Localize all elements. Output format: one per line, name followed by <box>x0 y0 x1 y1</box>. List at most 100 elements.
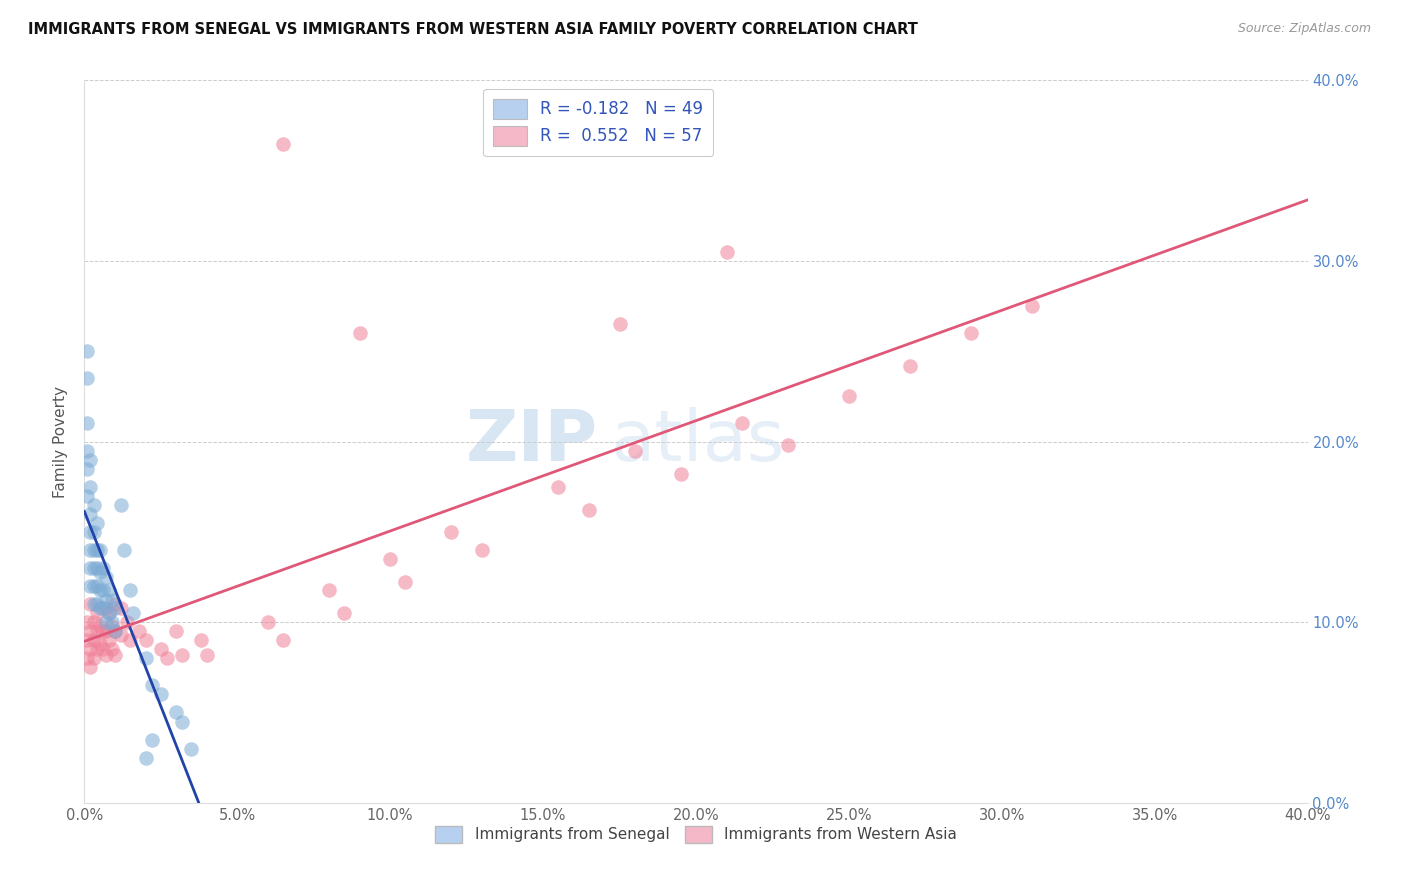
Point <box>110 628 132 642</box>
Point <box>89 637 111 651</box>
Point <box>76 615 98 630</box>
Point <box>271 633 294 648</box>
Point <box>471 542 494 557</box>
Point <box>165 706 187 720</box>
Point <box>97 633 120 648</box>
Point <box>101 615 124 630</box>
Point <box>333 606 356 620</box>
Point <box>83 542 105 557</box>
Point <box>110 498 132 512</box>
Point <box>91 624 114 639</box>
Point <box>104 624 127 639</box>
Point <box>195 648 218 662</box>
Point <box>79 642 101 657</box>
Point <box>101 593 124 607</box>
Point <box>101 642 124 657</box>
Point <box>79 579 101 593</box>
Point <box>101 619 124 633</box>
Point <box>89 542 111 557</box>
Point <box>76 344 98 359</box>
Point <box>898 359 921 373</box>
Text: atlas: atlas <box>610 407 785 476</box>
Point <box>79 452 101 467</box>
Point <box>83 579 105 593</box>
Legend: Immigrants from Senegal, Immigrants from Western Asia: Immigrants from Senegal, Immigrants from… <box>429 820 963 849</box>
Point <box>83 597 105 611</box>
Point <box>86 516 108 530</box>
Point <box>547 480 569 494</box>
Point <box>79 561 101 575</box>
Point <box>960 326 983 340</box>
Point <box>394 575 416 590</box>
Point <box>349 326 371 340</box>
Point <box>79 507 101 521</box>
Point <box>79 480 101 494</box>
Point <box>104 600 127 615</box>
Point <box>86 597 108 611</box>
Point <box>79 597 101 611</box>
Point <box>94 648 117 662</box>
Point <box>89 565 111 579</box>
Point <box>83 498 105 512</box>
Point <box>122 606 145 620</box>
Point <box>91 600 114 615</box>
Point <box>257 615 280 630</box>
Point <box>86 579 108 593</box>
Point <box>110 600 132 615</box>
Point <box>271 136 294 151</box>
Point <box>120 582 142 597</box>
Point <box>172 648 194 662</box>
Point <box>120 633 142 648</box>
Point <box>94 570 117 584</box>
Point <box>94 615 117 630</box>
Point <box>89 600 111 615</box>
Text: ZIP: ZIP <box>465 407 598 476</box>
Point <box>94 593 117 607</box>
Point <box>83 615 105 630</box>
Point <box>97 606 120 620</box>
Point <box>135 651 157 665</box>
Point <box>112 542 135 557</box>
Point <box>380 552 402 566</box>
Point <box>83 524 105 539</box>
Point <box>83 561 105 575</box>
Point <box>1021 299 1043 313</box>
Point <box>156 651 179 665</box>
Point <box>190 633 212 648</box>
Point <box>76 651 98 665</box>
Point <box>89 619 111 633</box>
Point <box>141 732 163 747</box>
Point <box>180 741 202 756</box>
Point <box>669 467 692 481</box>
Point <box>776 438 799 452</box>
Point <box>440 524 463 539</box>
Point <box>731 417 754 431</box>
Point <box>135 633 157 648</box>
Point <box>104 624 127 639</box>
Point <box>578 503 600 517</box>
Point <box>86 542 108 557</box>
Point <box>624 443 647 458</box>
Point <box>79 542 101 557</box>
Point <box>79 624 101 639</box>
Point <box>97 606 120 620</box>
Point <box>91 582 114 597</box>
Text: Source: ZipAtlas.com: Source: ZipAtlas.com <box>1237 22 1371 36</box>
Point <box>76 461 98 475</box>
Point <box>165 624 187 639</box>
Point <box>135 750 157 764</box>
Point <box>76 371 98 385</box>
Point <box>83 651 105 665</box>
Point <box>172 714 194 729</box>
Point <box>115 615 138 630</box>
Point <box>716 244 738 259</box>
Point <box>318 582 340 597</box>
Point <box>86 642 108 657</box>
Point <box>79 524 101 539</box>
Point <box>86 561 108 575</box>
Point <box>91 642 114 657</box>
Text: IMMIGRANTS FROM SENEGAL VS IMMIGRANTS FROM WESTERN ASIA FAMILY POVERTY CORRELATI: IMMIGRANTS FROM SENEGAL VS IMMIGRANTS FR… <box>28 22 918 37</box>
Point <box>94 600 117 615</box>
Point <box>86 624 108 639</box>
Point <box>104 597 127 611</box>
